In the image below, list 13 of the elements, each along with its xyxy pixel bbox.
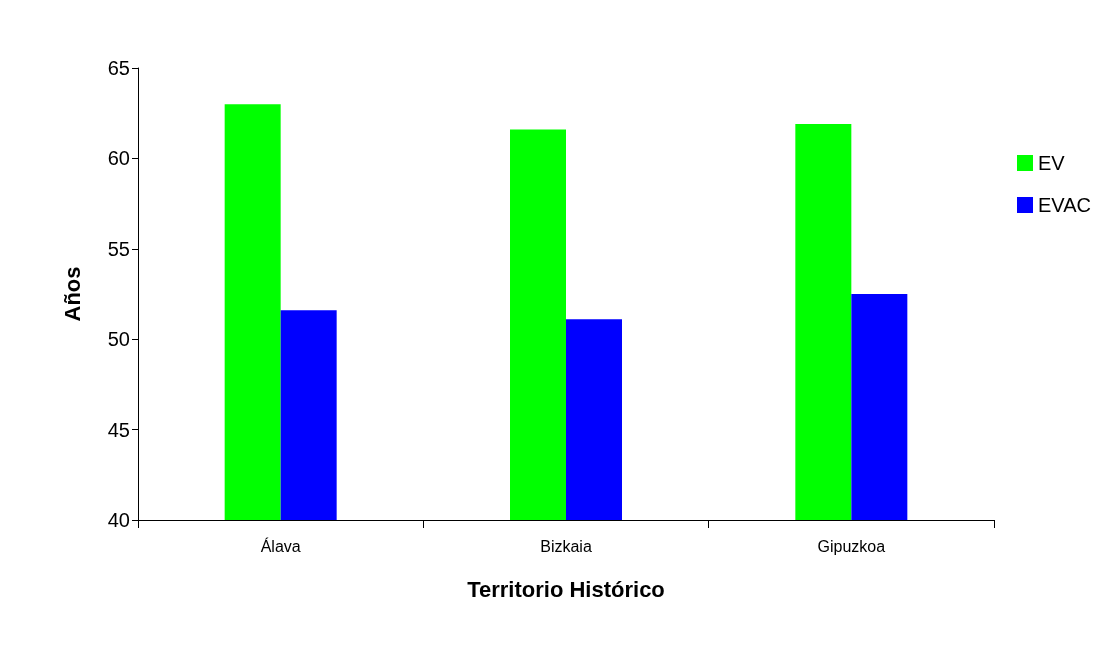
y-tick-label: 65 <box>107 57 130 79</box>
x-tick-label: Bizkaia <box>540 537 592 555</box>
y-tick-label: 40 <box>107 509 130 531</box>
x-tick-label: Álava <box>260 536 301 555</box>
y-tick-label: 60 <box>107 147 130 170</box>
legend-label: EVAC <box>1038 194 1092 216</box>
y-tick-label: 55 <box>107 237 130 260</box>
x-tick-label: Gipuzkoa <box>817 537 886 555</box>
y-axis-title: Años <box>59 266 85 322</box>
x-axis-title: Territorio Histórico <box>467 576 665 602</box>
y-tick-label: 45 <box>107 418 130 441</box>
legend-label: EV <box>1038 152 1066 174</box>
y-tick-label: 50 <box>107 328 130 351</box>
